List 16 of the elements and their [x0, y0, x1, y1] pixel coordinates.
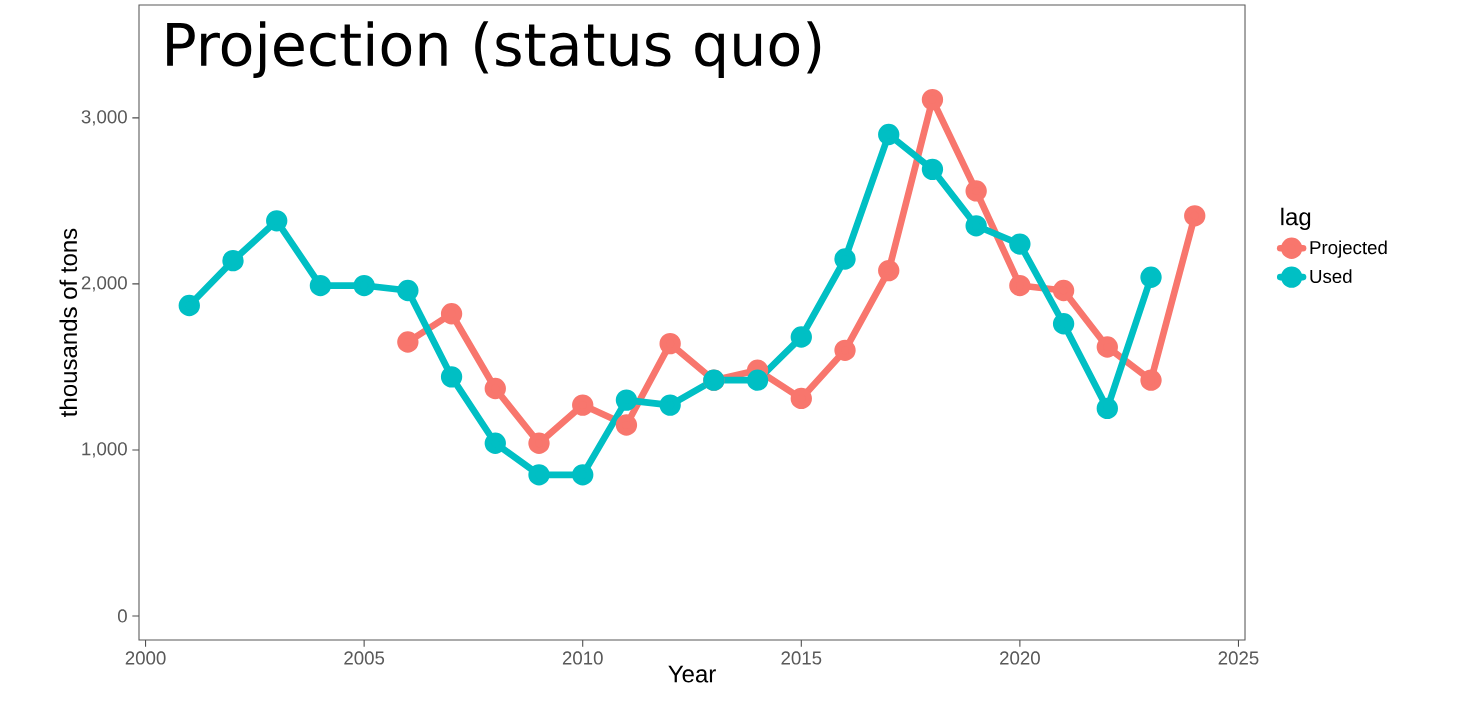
chart-title: Projection (status quo): [167, 21, 821, 78]
x-tick-label: 2000: [125, 651, 166, 665]
y-tick-label: 2,000: [81, 276, 127, 292]
legend-label: Projected: [1310, 240, 1387, 258]
x-tick-label: 2005: [344, 651, 385, 665]
legend-label: Used: [1310, 269, 1352, 284]
y-tick-label: 1,000: [82, 442, 127, 458]
y-tick-label: 3,000: [81, 110, 127, 126]
x-tick-label: 2020: [1000, 651, 1040, 665]
x-tick-label: 2025: [1218, 651, 1259, 665]
legend-title: lag: [1281, 207, 1311, 231]
x-tick-label: 2015: [781, 651, 822, 665]
x-tick-label: 2010: [562, 651, 603, 665]
y-axis-title: thousands of tons: [59, 228, 78, 417]
y-tick-label: 0: [117, 609, 127, 623]
x-axis-title: Year: [668, 665, 716, 683]
